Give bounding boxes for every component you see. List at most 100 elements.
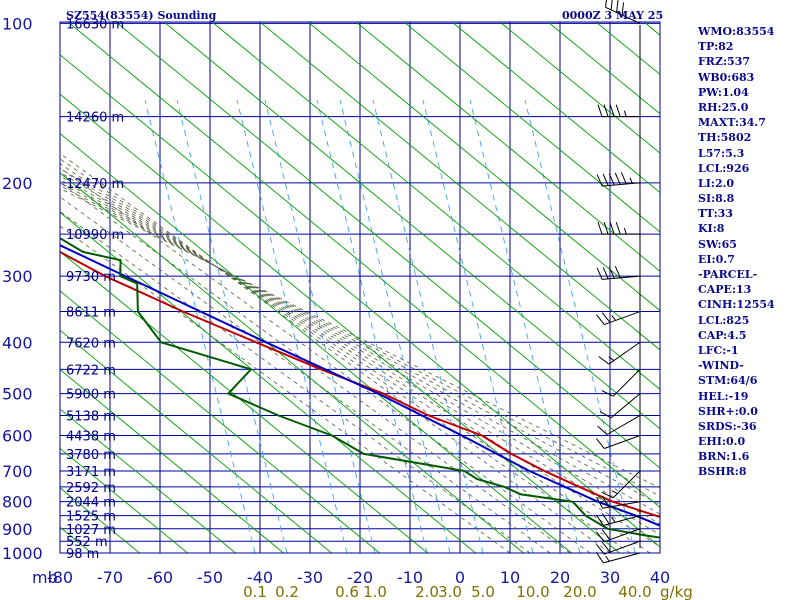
mixing-ratio-line [469, 99, 581, 553]
height-label: 12470 m [66, 177, 124, 192]
dry-adiabat [307, 22, 660, 312]
mixing-ratio-label: 0.1 [243, 583, 267, 600]
index-item: SI:8.8 [698, 192, 735, 206]
index-item: CINH:12554 [698, 298, 775, 312]
pressure-tick-label: 100 [2, 14, 33, 33]
height-label: 4438 m [66, 430, 116, 445]
index-item: SW:65 [698, 237, 737, 251]
moist-adiabat [60, 182, 660, 506]
index-item: LCL:926 [698, 161, 750, 175]
index-item: BRN:1.6 [698, 450, 750, 464]
index-item: BSHR:8 [698, 465, 747, 479]
dry-adiabat [60, 132, 573, 553]
temperature-tick-label: -40 [247, 568, 273, 587]
station-title: SZ554(83554) Sounding [66, 9, 217, 22]
temperature-tick-label: 30 [600, 568, 620, 587]
dry-adiabat [60, 329, 333, 553]
moist-adiabat [60, 158, 631, 553]
wind-barb [597, 415, 641, 435]
observation-time: 0000Z 3 MAY 25 [562, 9, 664, 22]
mixing-ratio-label: 5.0 [471, 583, 495, 600]
dry-adiabat [403, 22, 660, 233]
height-label: 9730 m [66, 270, 116, 285]
dry-adiabat [499, 22, 660, 154]
temperature-tick-label: 0 [455, 568, 465, 587]
moist-adiabat [60, 163, 651, 553]
temperature-tick-label: 10 [500, 568, 520, 587]
height-label: 5138 m [66, 409, 116, 424]
wind-barb [596, 172, 641, 187]
index-item: LI:2.0 [698, 176, 735, 190]
dry-adiabat [163, 22, 660, 430]
height-label: 7620 m [66, 336, 116, 351]
moist-adiabat [60, 171, 660, 536]
sounding-trace-1 [60, 244, 660, 527]
height-label: 8611 m [66, 306, 116, 321]
mixing-ratio-label: 3.0 [438, 583, 462, 600]
temperature-tick-label: -70 [97, 568, 123, 587]
moist-adiabat [60, 152, 611, 553]
index-item: LCL:825 [698, 313, 750, 327]
wind-barb [597, 221, 640, 235]
plot-area [60, 22, 660, 553]
sounding-trace-2 [60, 237, 660, 539]
index-item: EHI:0.0 [698, 435, 746, 449]
wind-barb [596, 495, 641, 509]
mixing-ratio-unit-label: g/kg [660, 583, 693, 600]
wind-barb [599, 393, 641, 419]
moist-adiabat [60, 182, 571, 553]
index-item: EI:0.7 [698, 252, 735, 266]
index-item: -WIND- [698, 359, 744, 373]
moist-adiabat [60, 167, 591, 553]
dry-adiabat [451, 22, 660, 194]
pressure-tick-label: 900 [2, 520, 33, 539]
index-item: TT:33 [698, 207, 733, 221]
wind-barb [596, 266, 641, 280]
x-unit-label: mb [32, 568, 58, 587]
wind-barb [596, 311, 641, 326]
pressure-tick-label: 400 [2, 333, 33, 352]
pressure-tick-label: 1000 [2, 544, 43, 563]
mixing-ratio-label: 20.0 [563, 583, 596, 600]
height-label: 3171 m [66, 465, 116, 480]
index-item: FRZ:537 [698, 55, 751, 69]
sounding-trace-0 [60, 250, 660, 519]
index-item: CAPE:13 [698, 283, 752, 297]
dry-adiabat [211, 22, 660, 390]
moist-adiabat [60, 185, 660, 497]
dry-adiabat [60, 251, 429, 553]
wind-barb [605, 0, 641, 24]
index-item: CAP:4.5 [698, 328, 747, 342]
height-label: 2592 m [66, 481, 116, 496]
wind-barb [595, 552, 641, 564]
index-item: TH:5802 [698, 131, 752, 145]
dry-adiabat [60, 54, 660, 548]
index-item: KI:8 [698, 222, 725, 236]
height-label: 98 m [66, 547, 99, 562]
wind-barb [601, 470, 641, 499]
wind-barb [596, 435, 641, 449]
moist-adiabat [60, 167, 660, 548]
wind-barb [596, 540, 641, 555]
dry-adiabat [60, 408, 237, 553]
index-item: LFC:-1 [698, 343, 739, 357]
moist-adiabat [60, 225, 511, 553]
index-item: -PARCEL- [698, 268, 758, 281]
dry-adiabat [115, 22, 660, 469]
dry-adiabat [60, 447, 189, 553]
pressure-tick-label: 700 [2, 462, 33, 481]
dry-adiabat [259, 22, 660, 351]
mixing-ratio-label: 10.0 [516, 583, 549, 600]
temperature-tick-label: -30 [297, 568, 323, 587]
height-label: 6722 m [66, 363, 116, 378]
height-label: 10990 m [66, 228, 124, 243]
dry-adiabat [60, 93, 621, 553]
height-label: 16630 m [66, 17, 124, 32]
index-item: PW:1.04 [698, 85, 749, 99]
index-item: MAXT:34.7 [698, 116, 766, 130]
wind-barb [598, 341, 641, 365]
index-item: WMO:83554 [698, 25, 775, 38]
